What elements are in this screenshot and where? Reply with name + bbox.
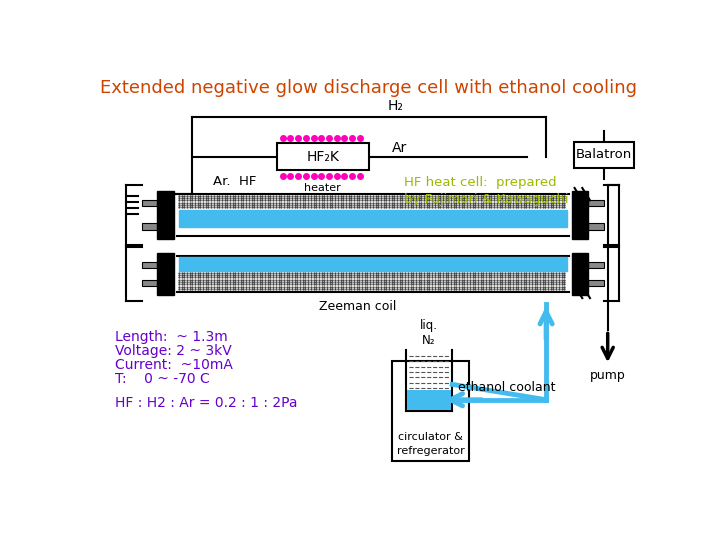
Text: liq.
N₂: liq. N₂ [420, 319, 438, 347]
Bar [142, 280, 157, 286]
Text: Length:  ~ 1.3m: Length: ~ 1.3m [115, 330, 228, 345]
Text: T:    0 ~ -70 C: T: 0 ~ -70 C [115, 372, 210, 386]
Bar [588, 200, 604, 206]
Text: Zeeman coil: Zeeman coil [319, 300, 396, 313]
Bar [142, 200, 157, 206]
Text: circulator &
refregerator: circulator & refregerator [397, 432, 464, 456]
Bar [276, 143, 369, 170]
Text: HF : H2 : Ar = 0.2 : 1 : 2Pa: HF : H2 : Ar = 0.2 : 1 : 2Pa [115, 396, 297, 410]
Text: Current:  ~10mA: Current: ~10mA [115, 358, 233, 372]
Bar [572, 253, 588, 295]
Text: pump: pump [590, 369, 626, 382]
Text: Balatron: Balatron [576, 148, 632, 161]
Bar [574, 142, 634, 168]
Text: Extended negative glow discharge cell with ethanol cooling: Extended negative glow discharge cell wi… [101, 79, 637, 97]
Bar [179, 257, 567, 271]
Bar [157, 253, 174, 295]
Bar [179, 210, 567, 226]
Text: Voltage: 2 ~ 3kV: Voltage: 2 ~ 3kV [115, 345, 232, 359]
Bar [407, 390, 451, 410]
Text: HF₂K: HF₂K [307, 150, 339, 164]
Text: Ar: Ar [392, 140, 408, 154]
Text: HF heat cell:  prepared
by Fujimori & Kawaguchi: HF heat cell: prepared by Fujimori & Kaw… [404, 177, 568, 206]
Text: heater: heater [305, 183, 341, 193]
Bar [142, 262, 157, 268]
Bar [572, 191, 588, 239]
Bar [588, 280, 604, 286]
Bar [142, 224, 157, 230]
Bar [392, 361, 469, 461]
Bar [588, 262, 604, 268]
Text: Ar.  HF: Ar. HF [213, 176, 257, 188]
Bar [588, 224, 604, 230]
Bar [157, 191, 174, 239]
Text: ethanol coolant: ethanol coolant [457, 381, 555, 394]
Text: H₂: H₂ [388, 99, 404, 113]
